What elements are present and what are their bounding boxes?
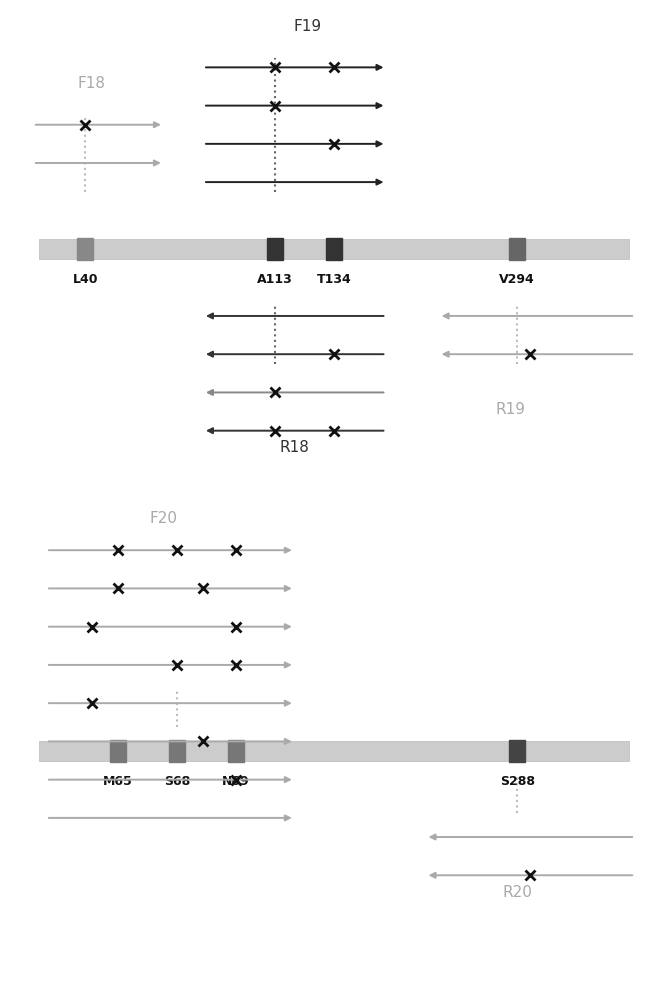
Text: V294: V294 [500, 273, 535, 286]
Bar [169, 740, 185, 762]
Text: T134: T134 [317, 273, 351, 286]
Text: F19: F19 [294, 19, 322, 34]
Text: F18: F18 [77, 76, 106, 91]
Text: S68: S68 [164, 775, 190, 788]
Bar [509, 740, 526, 762]
Bar [326, 238, 342, 260]
Bar [110, 740, 126, 762]
Text: F20: F20 [150, 511, 178, 526]
Text: N69: N69 [222, 775, 250, 788]
Text: A113: A113 [257, 273, 293, 286]
Text: R18: R18 [280, 440, 310, 455]
Text: R19: R19 [496, 402, 526, 417]
Bar [267, 238, 283, 260]
Text: R20: R20 [502, 885, 532, 900]
Bar [228, 740, 244, 762]
Bar [509, 238, 526, 260]
Bar [77, 238, 94, 260]
Bar [39, 239, 629, 259]
Text: L40: L40 [73, 273, 98, 286]
Text: S288: S288 [500, 775, 535, 788]
Text: M65: M65 [103, 775, 133, 788]
Bar [39, 741, 629, 761]
